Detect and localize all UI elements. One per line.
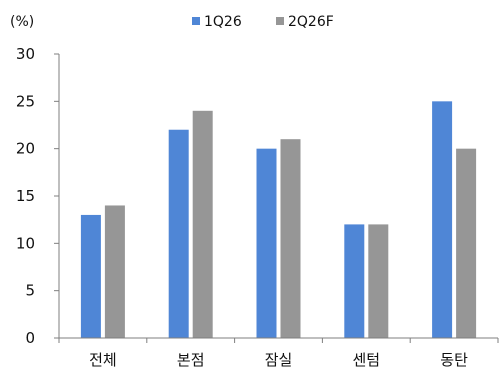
x-category-label: 전체: [89, 351, 117, 369]
bar-1q26: [80, 214, 101, 338]
x-axis: 전체 본점 잠실 센텀 동탄: [58, 337, 499, 369]
bar-2q26f: [192, 110, 213, 338]
x-category-label: 동탄: [440, 351, 468, 369]
legend-item-2q26f: 2Q26F: [276, 14, 334, 30]
x-category-label: 본점: [177, 351, 205, 369]
legend-item-1q26: 1Q26: [192, 14, 242, 30]
legend-swatch-2q26f: [276, 17, 284, 25]
y-tick-label: 15: [16, 187, 35, 205]
bar-1q26: [256, 148, 277, 338]
y-tick-label: 20: [16, 140, 35, 158]
bar-2q26f: [280, 139, 301, 338]
bars: [80, 101, 477, 338]
y-unit-label: (%): [10, 14, 34, 30]
y-tick-label: 5: [25, 282, 35, 300]
x-category-label: 잠실: [265, 351, 293, 369]
y-axis: 0 5 10 15 20 25 30: [16, 45, 60, 347]
bar-1q26: [432, 101, 453, 338]
y-tick-label: 25: [16, 92, 35, 110]
bar-2q26f: [368, 224, 389, 338]
bar-2q26f: [104, 205, 125, 338]
y-tick-label: 30: [16, 45, 35, 63]
y-tick-label: 10: [16, 234, 35, 252]
bar-1q26: [344, 224, 365, 338]
legend-label-1q26: 1Q26: [204, 14, 242, 30]
bar-1q26: [168, 129, 189, 338]
legend-swatch-1q26: [192, 17, 200, 25]
bar-2q26f: [456, 148, 477, 338]
legend: 1Q26 2Q26F: [192, 14, 334, 30]
x-category-label: 센텀: [352, 351, 380, 369]
legend-label-2q26f: 2Q26F: [288, 14, 334, 30]
y-tick-label: 0: [25, 329, 35, 347]
